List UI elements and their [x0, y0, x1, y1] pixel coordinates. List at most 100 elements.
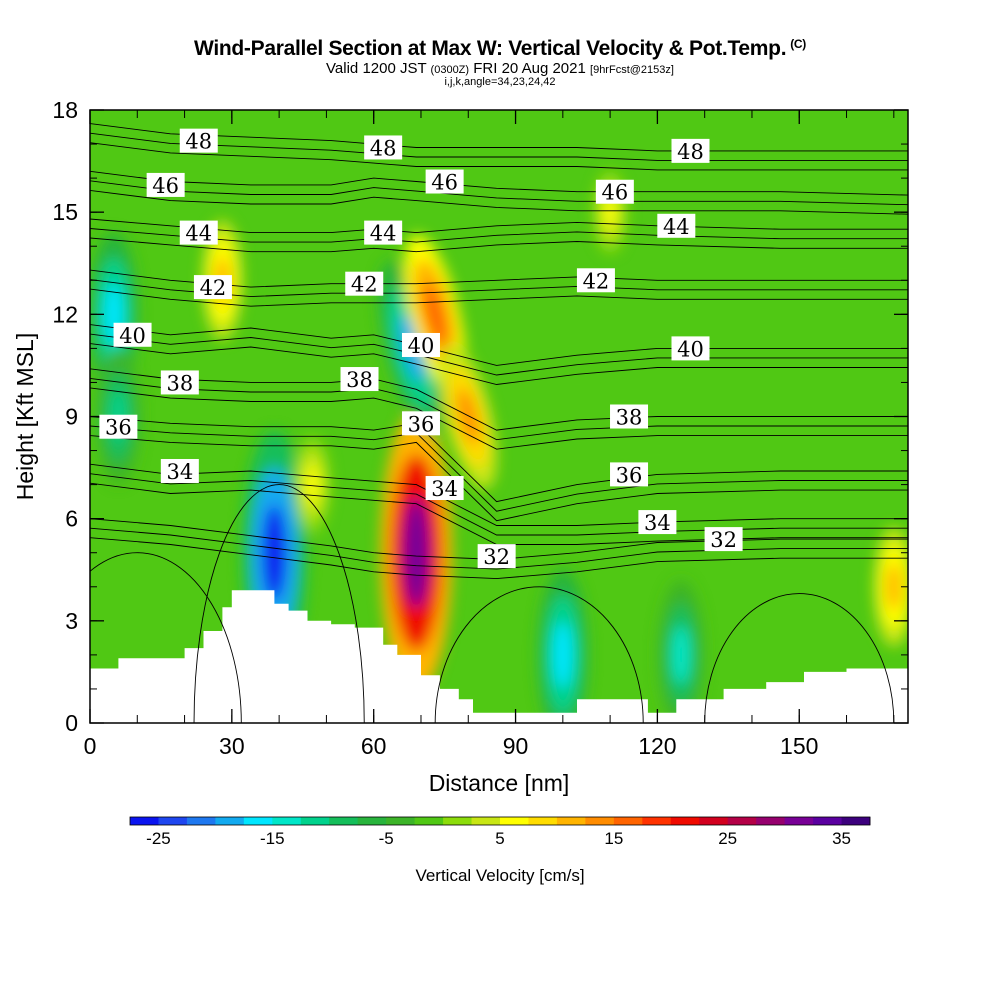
theta-label-bg [345, 271, 384, 296]
w-feature-core [553, 621, 573, 689]
y-tick-label: 12 [52, 301, 78, 327]
colorbar-swatch [500, 817, 529, 825]
theta-label-bg [179, 128, 218, 153]
colorbar-swatch [186, 817, 216, 825]
colorbar-swatch [642, 817, 672, 825]
colorbar-frame [129, 816, 871, 826]
theta-label-bg [340, 367, 379, 392]
chart-title: Wind-Parallel Section at Max W: Vertical… [0, 37, 1000, 61]
theta-label-bg [364, 220, 403, 245]
theta-label-text: 40 [677, 337, 704, 361]
theta-contour [90, 377, 908, 441]
chart-subtitle: Valid 1200 JST (0300Z) FRI 20 Aug 2021 [… [0, 60, 1000, 77]
theta-label: 34 [160, 458, 199, 484]
w-feature-core [603, 195, 617, 229]
terrain-mask [90, 590, 908, 723]
colorbar-swatch [784, 817, 814, 825]
theta-label: 48 [364, 135, 403, 160]
w-feature-core [423, 283, 447, 346]
theta-label: 36 [99, 414, 138, 440]
theta-label-text: 42 [200, 276, 227, 300]
theta-label-bg [99, 414, 138, 439]
chart-title-text: Wind-Parallel Section at Max W: Vertical… [194, 37, 787, 60]
theta-contour [90, 142, 908, 171]
x-tick-label: 60 [361, 733, 387, 759]
theta-label-text: 40 [119, 324, 146, 348]
theta-contour [90, 237, 908, 253]
colorbar-swatch [528, 817, 558, 825]
colorbar-swatch [699, 817, 729, 825]
w-feature-core [457, 388, 480, 445]
theta-contour [193, 484, 365, 723]
colorbar-tick-label: 5 [495, 829, 504, 848]
colorbar-swatch [130, 817, 159, 825]
section-indices: i,j,k,angle=34,23,24,42 [444, 76, 556, 88]
theta-label: 40 [671, 336, 710, 361]
theta-label-text: 42 [351, 273, 378, 297]
theta-label-text: 34 [431, 477, 458, 501]
theta-label-text: 38 [616, 406, 643, 430]
theta-contour [90, 463, 908, 526]
theta-label-text: 46 [431, 171, 458, 195]
theta-label-text: 44 [663, 215, 690, 239]
colorbar-swatch [243, 817, 273, 825]
theta-label: 38 [160, 370, 199, 395]
w-feature-core [305, 465, 319, 504]
colorbar-swatch [813, 817, 842, 825]
theta-label: 36 [401, 411, 440, 436]
theta-label-bg [671, 138, 710, 163]
colorbar-swatch [414, 817, 444, 825]
w-feature-core [886, 563, 902, 611]
colorbar-swatch [272, 817, 302, 825]
theta-label-text: 32 [710, 528, 737, 552]
colorbar-swatch [329, 817, 359, 825]
colorbar-tick-label: 15 [604, 829, 623, 848]
y-axis-label: Height [Kft MSL] [12, 333, 38, 500]
theta-label: 34 [638, 510, 677, 535]
theta-contour [90, 218, 908, 234]
theta-label: 44 [657, 213, 696, 239]
theta-label-text: 38 [346, 368, 373, 392]
theta-label-text: 34 [166, 460, 193, 484]
theta-contour [90, 552, 242, 723]
theta-contour [90, 180, 908, 206]
theta-contour [90, 435, 908, 522]
colorbar-swatch [386, 817, 416, 825]
theta-label: 40 [113, 322, 152, 348]
valid-time: Valid 1200 JST [326, 60, 427, 77]
theta-label: 32 [477, 544, 516, 569]
colorbar-swatch [727, 817, 757, 825]
theta-label-text: 48 [370, 136, 397, 160]
theta-label-bg [477, 544, 516, 569]
theta-label-bg [576, 268, 615, 293]
y-tick-label: 9 [65, 404, 78, 430]
colorbar-swatch [357, 817, 387, 825]
x-tick-label: 30 [219, 733, 245, 759]
theta-label-bg [425, 169, 464, 194]
theta-label: 38 [610, 404, 649, 430]
theta-label-text: 44 [185, 222, 212, 246]
theta-label-bg [364, 135, 403, 160]
colorbar-swatch [613, 817, 643, 825]
x-tick-label: 0 [84, 733, 97, 759]
theta-contour [434, 586, 644, 723]
theta-contour [90, 537, 908, 580]
theta-label-bg [401, 332, 440, 357]
x-tick-label: 150 [780, 733, 818, 759]
colorbar-swatch [300, 817, 330, 825]
valid-date: FRI 20 Aug 2021 [473, 60, 586, 77]
colorbar-swatch [471, 817, 501, 825]
y-tick-label: 18 [52, 97, 78, 123]
theta-contour [90, 228, 908, 243]
x-tick-label: 120 [638, 733, 676, 759]
theta-label: 36 [610, 462, 649, 487]
theta-label-text: 48 [677, 140, 704, 164]
theta-label-bg [179, 220, 218, 245]
y-tick-label: 15 [52, 199, 78, 225]
theta-label-bg [401, 411, 440, 436]
x-tick-label: 90 [503, 733, 529, 759]
theta-label: 48 [179, 128, 218, 154]
theta-label-text: 46 [601, 181, 628, 205]
theta-label: 44 [179, 220, 218, 246]
